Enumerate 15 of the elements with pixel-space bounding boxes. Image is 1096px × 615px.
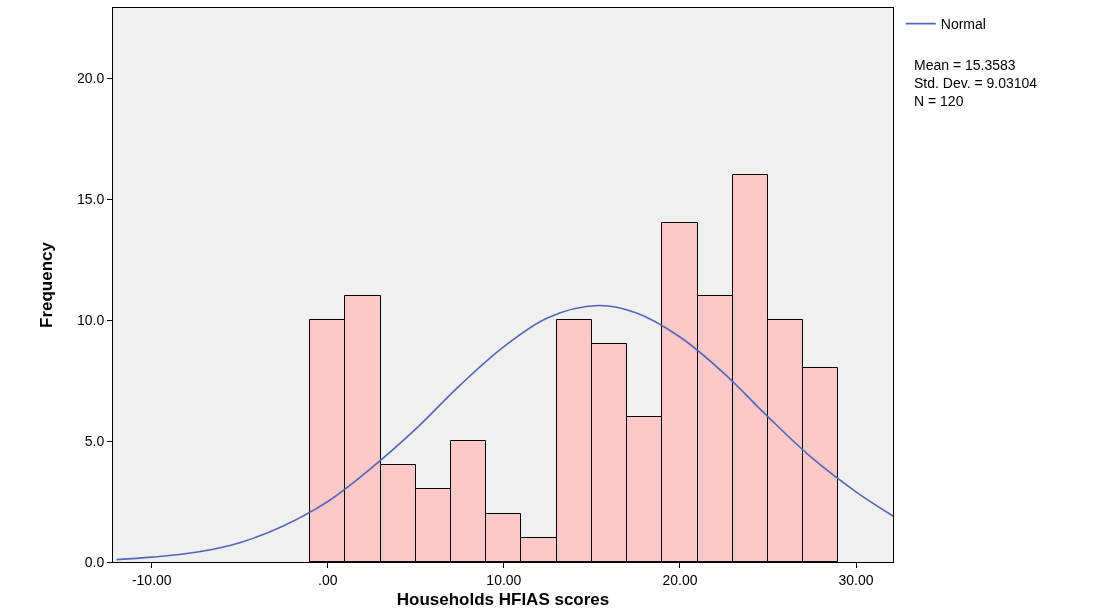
y-tick-label: 0.0	[84, 553, 105, 570]
y-axis-title: Frequency	[36, 241, 56, 328]
x-tick-label: 10.00	[486, 571, 522, 588]
legend-label: Normal	[940, 16, 986, 33]
x-tick-label: 30.00	[838, 571, 874, 588]
line-series	[115, 304, 893, 561]
x-tick-label: -10.00	[131, 571, 172, 588]
x-tick-label: .00	[318, 571, 338, 588]
y-tick-label: 15.0	[76, 191, 105, 208]
y-tick-label: 20.0	[76, 70, 105, 87]
text: Mean = 15.3583 Std. Dev. = 9.03104 N = 120	[914, 57, 1038, 110]
x-tick-label: 20.00	[662, 571, 698, 588]
y-tick-label: 5.0	[84, 432, 105, 449]
y-tick-label: 10.0	[76, 311, 105, 328]
x-axis-title: Households HFIAS scores	[396, 590, 610, 610]
